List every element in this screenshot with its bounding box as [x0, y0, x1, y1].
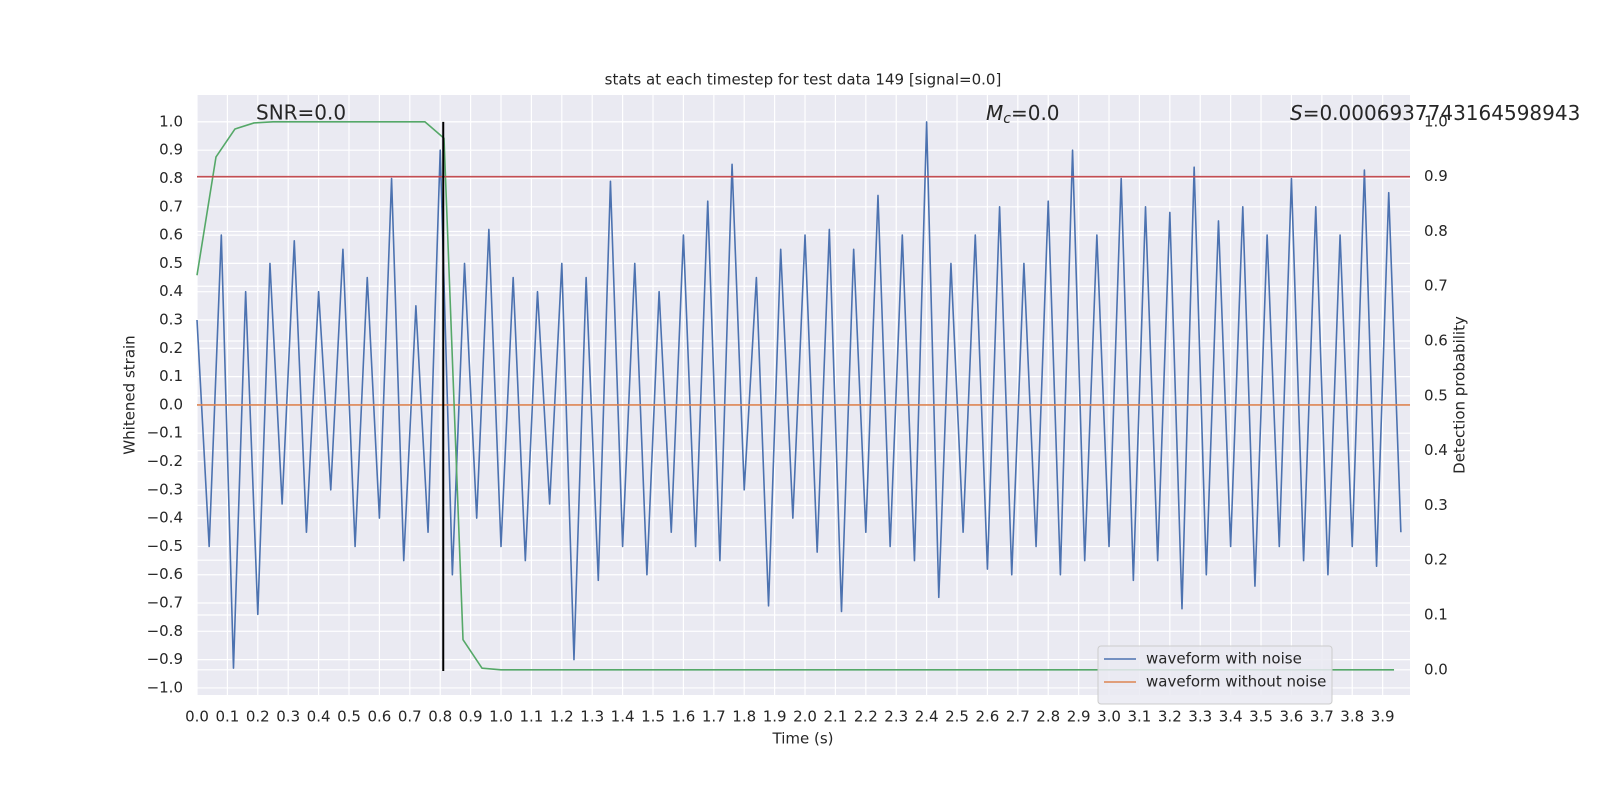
y2-tick-label: 0.1: [1424, 606, 1448, 624]
x-tick-label: 3.6: [1280, 708, 1304, 726]
x-tick-label: 1.7: [702, 708, 726, 726]
y2-tick-label: 0.8: [1424, 222, 1448, 240]
y-tick-label: 0.4: [159, 282, 183, 300]
x-tick-label: 2.3: [884, 708, 908, 726]
y-tick-label: 0.8: [159, 169, 183, 187]
x-tick-label: 2.9: [1067, 708, 1091, 726]
chart-title: stats at each timestep for test data 149…: [605, 71, 1002, 89]
mc-annotation: Mc=0.0: [986, 101, 1060, 128]
x-tick-label: 0.2: [246, 708, 270, 726]
x-tick-label: 0.9: [459, 708, 483, 726]
s-text: =0.0006937743164598943: [1303, 101, 1581, 125]
x-tick-label: 0.3: [276, 708, 300, 726]
x-tick-label: 1.0: [489, 708, 513, 726]
series-line: [196, 121, 1402, 669]
legend-label: waveform without noise: [1146, 673, 1326, 691]
x-tick-label: 3.7: [1310, 708, 1334, 726]
x-tick-label: 0.8: [428, 708, 452, 726]
y-tick-label: 0.7: [159, 197, 183, 215]
x-tick-label: 1.6: [671, 708, 695, 726]
y-tick-label: −0.3: [147, 480, 183, 498]
y2-tick-label: 0.6: [1424, 332, 1448, 350]
y-tick-label: −1.0: [147, 678, 183, 696]
x-tick-label: 1.4: [611, 708, 635, 726]
x-axis-label: Time (s): [772, 730, 834, 748]
s-symbol: S: [1290, 101, 1303, 125]
y-tick-label: 0.3: [159, 311, 183, 329]
x-tick-label: 1.9: [763, 708, 787, 726]
x-tick-label: 0.7: [398, 708, 422, 726]
legend-label: waveform with noise: [1146, 650, 1302, 668]
x-tick-label: 1.5: [641, 708, 665, 726]
mc-symbol: M: [986, 101, 1003, 125]
y2-tick-label: 0.7: [1424, 277, 1448, 295]
y2-tick-label: 0.9: [1424, 167, 1448, 185]
mc-subscript: c: [1003, 111, 1011, 127]
y2-tick-label: 0.5: [1424, 386, 1448, 404]
s-annotation: S=0.0006937743164598943: [1290, 101, 1580, 125]
y-tick-label: 0.9: [159, 141, 183, 159]
y-tick-label: −0.9: [147, 650, 183, 668]
x-tick-label: 0.5: [337, 708, 361, 726]
x-tick-label: 3.2: [1158, 708, 1182, 726]
y-tick-label: 0.0: [159, 395, 183, 413]
y-tick-label: 0.2: [159, 339, 183, 357]
x-tick-label: 0.1: [215, 708, 239, 726]
x-tick-label: 3.5: [1249, 708, 1273, 726]
x-tick-label: 3.9: [1371, 708, 1395, 726]
y-tick-label: 0.1: [159, 367, 183, 385]
y2-axis-label: Detection probability: [1451, 316, 1469, 474]
y-tick-label: 1.0: [159, 112, 183, 130]
x-tick-label: 1.8: [732, 708, 756, 726]
x-tick-label: 2.5: [945, 708, 969, 726]
y-axis-label: Whitened strain: [121, 335, 139, 454]
y2-tick-label: 1.0: [1424, 112, 1448, 130]
x-tick-label: 0.6: [367, 708, 391, 726]
x-tick-label: 1.3: [580, 708, 604, 726]
y-tick-label: 0.6: [159, 226, 183, 244]
y-tick-label: −0.6: [147, 565, 183, 583]
y2-tick-label: 0.2: [1424, 551, 1448, 569]
x-tick-label: 0.0: [185, 708, 209, 726]
x-tick-label: 2.7: [1006, 708, 1030, 726]
x-tick-label: 2.0: [793, 708, 817, 726]
legend-box: [1097, 645, 1333, 705]
x-tick-label: 2.4: [915, 708, 939, 726]
x-tick-label: 2.8: [1036, 708, 1060, 726]
y-tick-label: −0.2: [147, 452, 183, 470]
y2-tick-label: 0.4: [1424, 441, 1448, 459]
x-tick-label: 2.1: [823, 708, 847, 726]
x-tick-label: 1.2: [550, 708, 574, 726]
mc-text: =0.0: [1011, 101, 1060, 125]
x-tick-label: 3.8: [1340, 708, 1364, 726]
x-tick-label: 0.4: [307, 708, 331, 726]
x-tick-label: 2.2: [854, 708, 878, 726]
y-tick-label: −0.1: [147, 424, 183, 442]
y2-tick-label: 0.0: [1424, 660, 1448, 678]
y-tick-label: −0.8: [147, 622, 183, 640]
x-tick-label: 1.1: [519, 708, 543, 726]
x-tick-label: 3.3: [1188, 708, 1212, 726]
snr-annotation: SNR=0.0: [256, 101, 346, 125]
x-tick-label: 3.1: [1128, 708, 1152, 726]
x-tick-label: 3.0: [1097, 708, 1121, 726]
y2-tick-label: 0.3: [1424, 496, 1448, 514]
y-tick-label: 0.5: [159, 254, 183, 272]
x-tick-label: 3.4: [1219, 708, 1243, 726]
series-line: [196, 121, 1395, 671]
y-tick-label: −0.4: [147, 509, 183, 527]
x-tick-label: 2.6: [975, 708, 999, 726]
y-tick-label: −0.5: [147, 537, 183, 555]
y-tick-label: −0.7: [147, 594, 183, 612]
